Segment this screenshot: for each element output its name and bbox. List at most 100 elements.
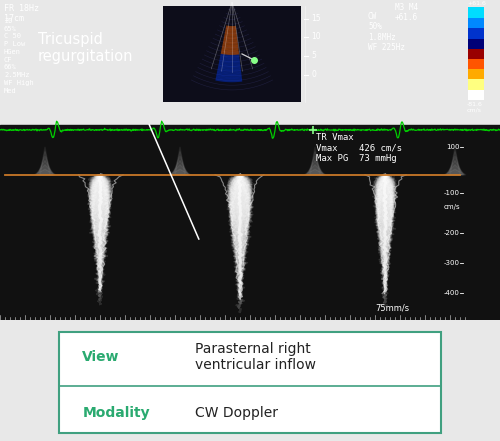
Polygon shape [229, 175, 251, 304]
Polygon shape [445, 165, 465, 175]
Polygon shape [374, 175, 396, 223]
Polygon shape [226, 175, 254, 234]
Polygon shape [308, 156, 322, 175]
Polygon shape [374, 175, 396, 202]
Text: FR 18Hz
17cm: FR 18Hz 17cm [4, 4, 39, 23]
Bar [468, 89, 484, 100]
Polygon shape [88, 175, 112, 272]
Polygon shape [175, 147, 185, 175]
Polygon shape [227, 175, 252, 208]
Polygon shape [228, 175, 252, 278]
Text: 5: 5 [311, 52, 316, 60]
Text: -300: -300 [444, 260, 460, 266]
Polygon shape [88, 175, 112, 198]
Text: Modality: Modality [82, 406, 150, 420]
Polygon shape [90, 175, 112, 268]
Polygon shape [90, 175, 110, 296]
Polygon shape [89, 175, 112, 247]
Text: cm/s: cm/s [444, 204, 460, 210]
Polygon shape [227, 175, 252, 212]
Bar [468, 59, 484, 69]
Text: View: View [82, 350, 120, 364]
Polygon shape [372, 175, 397, 219]
Polygon shape [88, 175, 112, 239]
Text: Tricuspid
regurgitation: Tricuspid regurgitation [38, 32, 134, 64]
Polygon shape [227, 175, 252, 203]
Text: Parasternal right
ventricular inflow: Parasternal right ventricular inflow [196, 341, 316, 372]
Polygon shape [90, 175, 110, 276]
Polygon shape [376, 175, 394, 307]
Polygon shape [374, 175, 397, 235]
Polygon shape [230, 175, 251, 308]
Bar [468, 18, 484, 28]
Polygon shape [309, 151, 321, 175]
Bar [468, 7, 484, 18]
Bar [468, 28, 484, 39]
Polygon shape [376, 175, 395, 303]
Polygon shape [228, 175, 253, 251]
Text: CW
50%
1.8MHz
WF 225Hz: CW 50% 1.8MHz WF 225Hz [368, 12, 405, 52]
Bar [468, 69, 484, 79]
Polygon shape [90, 175, 110, 280]
Polygon shape [227, 175, 254, 239]
Polygon shape [374, 175, 395, 290]
Polygon shape [228, 175, 253, 194]
Polygon shape [228, 175, 252, 217]
Polygon shape [230, 175, 250, 313]
Polygon shape [88, 175, 110, 194]
Polygon shape [88, 175, 112, 226]
Polygon shape [374, 175, 395, 194]
Polygon shape [375, 175, 396, 257]
Text: 2D
65%
C 50
P Low
HGen
CF
66%
2.5MHz
WF High
Med: 2D 65% C 50 P Low HGen CF 66% 2.5MHz WF … [4, 18, 34, 94]
Polygon shape [227, 175, 255, 199]
Polygon shape [374, 175, 397, 232]
Text: -400: -400 [444, 290, 460, 296]
Text: CW Doppler: CW Doppler [196, 406, 278, 420]
Polygon shape [446, 160, 464, 175]
Polygon shape [374, 175, 395, 185]
Polygon shape [88, 175, 112, 222]
Polygon shape [35, 165, 55, 175]
FancyBboxPatch shape [59, 332, 441, 434]
Polygon shape [88, 175, 111, 243]
Polygon shape [40, 147, 50, 175]
Polygon shape [229, 175, 252, 190]
Text: TR Vmax
Vmax    426 cm/s
Max PG  73 mmHg: TR Vmax Vmax 426 cm/s Max PG 73 mmHg [316, 133, 402, 163]
Bar [468, 38, 484, 49]
Text: 75mm/s: 75mm/s [375, 304, 409, 313]
Polygon shape [88, 175, 112, 235]
Polygon shape [310, 147, 320, 175]
Polygon shape [88, 175, 112, 231]
Polygon shape [39, 151, 51, 175]
Polygon shape [88, 175, 111, 202]
Polygon shape [374, 175, 396, 273]
Polygon shape [226, 175, 254, 225]
Polygon shape [36, 160, 54, 175]
Polygon shape [229, 175, 254, 295]
Polygon shape [449, 151, 461, 175]
Polygon shape [90, 175, 111, 189]
Bar [0, 125, 500, 320]
Polygon shape [372, 175, 396, 248]
Polygon shape [375, 175, 394, 294]
Polygon shape [450, 147, 460, 175]
Polygon shape [88, 175, 111, 259]
Text: -81.6
cm/s: -81.6 cm/s [467, 102, 483, 113]
Polygon shape [373, 175, 396, 210]
Bar [163, 6, 301, 102]
Polygon shape [228, 175, 252, 282]
Polygon shape [374, 175, 396, 252]
Text: +61.6: +61.6 [467, 1, 486, 6]
Polygon shape [169, 169, 191, 175]
Polygon shape [90, 175, 110, 185]
Text: 10: 10 [311, 33, 320, 41]
Polygon shape [87, 175, 112, 218]
Polygon shape [374, 175, 396, 261]
Text: M3 M4
+61.6: M3 M4 +61.6 [395, 3, 418, 22]
Polygon shape [373, 175, 397, 206]
Polygon shape [228, 175, 251, 299]
Polygon shape [91, 175, 110, 292]
Polygon shape [305, 165, 325, 175]
Polygon shape [374, 175, 396, 215]
Polygon shape [172, 156, 188, 175]
